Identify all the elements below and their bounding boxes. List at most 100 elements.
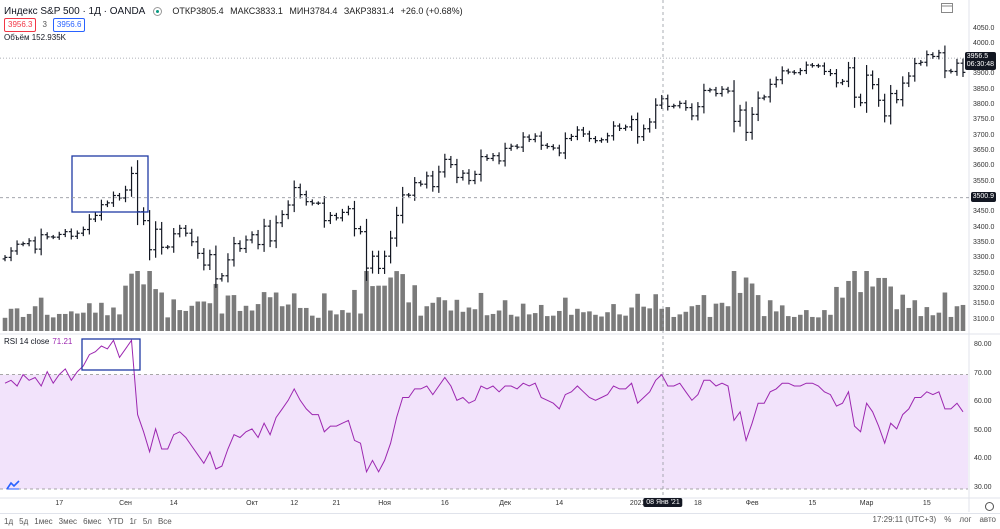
- volume-bar: [617, 314, 622, 331]
- volume-bar: [346, 312, 351, 331]
- chart-header: Индекс S&P 500 · 1Д · OANDA ОТКР3805.4 М…: [4, 4, 463, 18]
- volume-bar: [147, 271, 152, 331]
- clock-readout[interactable]: 17:29:11 (UTC+3): [872, 515, 937, 524]
- volume-bar: [255, 304, 261, 331]
- volume-bar: [550, 315, 556, 331]
- volume-bar: [261, 292, 267, 331]
- volume-bar: [291, 293, 297, 331]
- volume-bar: [767, 300, 773, 331]
- volume-bar: [888, 286, 893, 331]
- range-5d[interactable]: 5д: [19, 517, 29, 526]
- price-tick: 4000.0: [973, 39, 995, 47]
- volume-bar: [906, 307, 912, 331]
- time-tick: 15: [922, 500, 931, 507]
- volume-bar: [364, 271, 369, 331]
- volume-bar: [267, 297, 273, 331]
- volume-bar: [575, 308, 580, 331]
- low-label: МИН: [289, 6, 310, 16]
- price-tick: 3200.0: [973, 284, 995, 292]
- log-toggle[interactable]: лог: [959, 515, 972, 524]
- volume-bar: [195, 301, 201, 331]
- auto-toggle[interactable]: авто: [979, 515, 996, 524]
- volume-bar: [207, 303, 213, 331]
- volume-bar: [171, 299, 177, 331]
- volume-bar: [75, 313, 80, 331]
- volume-bar: [942, 292, 948, 331]
- sell-button[interactable]: 3956.3: [4, 18, 37, 32]
- time-tick: Окт: [246, 500, 258, 507]
- volume-bar: [605, 312, 610, 331]
- volume-bar: [322, 293, 327, 331]
- volume-bars: [2, 271, 966, 331]
- volume-bar: [611, 304, 616, 331]
- range-ytd[interactable]: YTD: [107, 517, 124, 526]
- volume-bar: [454, 299, 460, 331]
- rsi-tick: 60.00: [974, 398, 992, 406]
- volume-bar: [68, 311, 74, 331]
- volume-bar: [117, 314, 122, 331]
- volume-bar: [563, 297, 568, 331]
- percent-toggle[interactable]: %: [944, 515, 952, 524]
- time-tick: 14: [555, 500, 564, 507]
- volume-bar: [279, 306, 285, 331]
- price-tick: 3300.0: [973, 254, 995, 262]
- volume-bar: [62, 313, 68, 331]
- volume-bar: [870, 286, 875, 331]
- volume-bar: [105, 315, 110, 331]
- volume-bar: [303, 307, 309, 331]
- rsi-band: [0, 374, 968, 490]
- volume-bar: [484, 315, 490, 331]
- volume-bar: [8, 308, 14, 331]
- volume-bar: [141, 284, 146, 331]
- volume-bar: [44, 314, 50, 331]
- bar-countdown: 06:30:48: [966, 61, 994, 69]
- volume-bar: [779, 305, 785, 331]
- trade-pills: 3956.3 3 3956.6: [4, 18, 86, 32]
- price-tick: 3700.0: [973, 131, 995, 139]
- time-tick: 21: [332, 500, 341, 507]
- volume-bar: [912, 300, 918, 331]
- volume-bar: [954, 306, 960, 331]
- symbol-title[interactable]: Индекс S&P 500 · 1Д · OANDA: [4, 5, 146, 17]
- volume-bar: [695, 304, 701, 331]
- volume-bar: [213, 283, 219, 331]
- range-3m[interactable]: 3мес: [58, 517, 78, 526]
- range-1m[interactable]: 1мес: [34, 517, 53, 526]
- settings-gear-icon[interactable]: [985, 502, 994, 511]
- volume-bar: [249, 310, 255, 331]
- volume-bar: [472, 309, 478, 331]
- volume-label: Объём: [4, 33, 30, 42]
- volume-bar: [370, 286, 375, 331]
- range-1y[interactable]: 1г: [129, 517, 137, 526]
- volume-bar: [858, 292, 863, 331]
- range-all[interactable]: Все: [157, 517, 172, 526]
- close-value: 3831.4: [366, 6, 395, 16]
- volume-bar: [828, 314, 833, 331]
- time-tick: Фев: [745, 500, 759, 507]
- volume-bar: [840, 297, 845, 331]
- high-value: 3833.1: [255, 6, 283, 16]
- price-tick: 3550.0: [973, 177, 995, 185]
- volume-bar: [713, 303, 719, 331]
- volume-bar: [93, 312, 98, 331]
- rsi-series: [4, 338, 964, 474]
- range-1d[interactable]: 1д: [4, 517, 14, 526]
- rsi-name[interactable]: RSI 14 close: [4, 337, 50, 346]
- volume-bar: [725, 306, 731, 331]
- time-tick: 2021: [629, 500, 646, 507]
- volume-bar: [635, 293, 640, 331]
- volume-bar: [478, 292, 484, 331]
- range-5y[interactable]: 5л: [142, 517, 152, 526]
- volume-bar: [50, 317, 56, 331]
- tradingview-logo-icon[interactable]: [6, 480, 20, 490]
- volume-bar: [297, 307, 303, 331]
- volume-bar: [412, 285, 418, 331]
- volume-bar: [846, 280, 851, 331]
- range-6m[interactable]: 6мес: [83, 517, 102, 526]
- buy-button[interactable]: 3956.6: [52, 18, 86, 32]
- price-tick: 3350.0: [973, 238, 995, 246]
- volume-bar: [641, 306, 646, 331]
- volume-bar: [159, 292, 164, 331]
- maximize-icon[interactable]: [941, 3, 953, 13]
